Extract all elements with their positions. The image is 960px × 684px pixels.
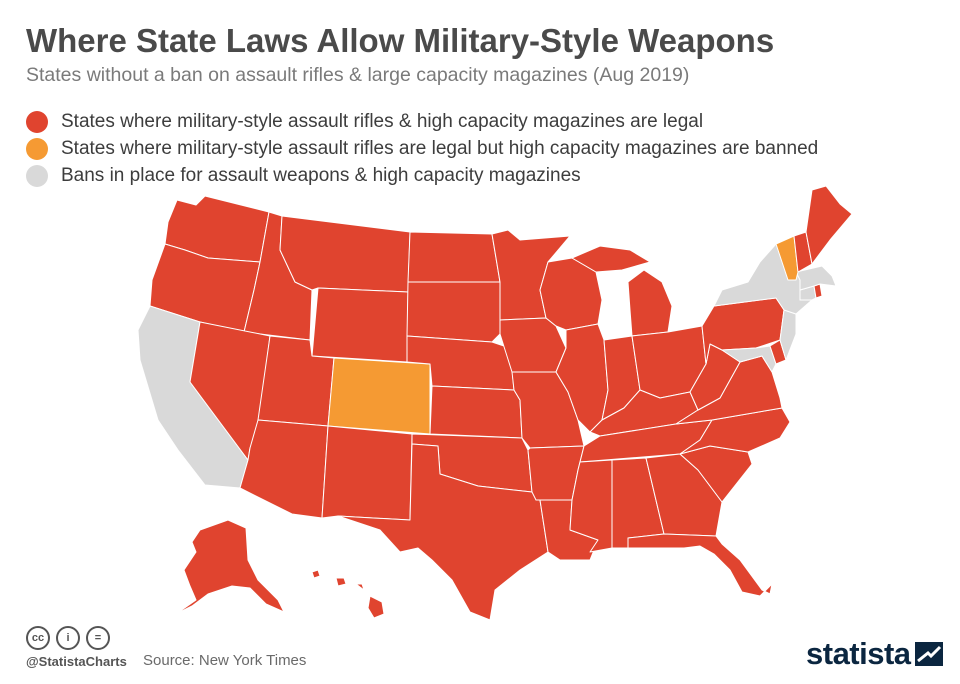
state-nj <box>779 309 797 361</box>
state-me <box>805 185 853 265</box>
state-md <box>721 345 777 373</box>
license-icons: cc i = <box>26 626 110 650</box>
state-mi <box>627 269 673 337</box>
legend-label-legal: States where military-style assault rifl… <box>61 110 704 132</box>
state-vt <box>775 235 799 281</box>
legend-label-magazine-ban: States where military-style assault rifl… <box>61 137 819 159</box>
legend-item-legal: States where military-style assault rifl… <box>26 108 818 135</box>
state-ak <box>175 519 285 615</box>
state-wy <box>311 287 409 363</box>
chart-title: Where State Laws Allow Military-Style We… <box>26 22 775 59</box>
legend-item-magazine-ban: States where military-style assault rifl… <box>26 135 818 162</box>
legend-label-full-ban: Bans in place for assault weapons & high… <box>61 164 581 186</box>
statista-mark-icon <box>914 642 943 666</box>
social-handle[interactable]: @StatistaCharts <box>26 654 127 669</box>
legend-item-full-ban: Bans in place for assault weapons & high… <box>26 162 818 189</box>
state-mi-upper <box>571 245 651 273</box>
legend-swatch-magazine-ban <box>26 137 48 160</box>
legend: States where military-style assault rifl… <box>26 108 818 189</box>
state-ma <box>795 265 837 291</box>
state-fl <box>627 533 773 597</box>
state-nm <box>321 425 413 521</box>
state-ks <box>429 385 523 439</box>
brand-wordmark: statista <box>806 636 911 671</box>
statista-logo[interactable]: statista <box>806 636 943 672</box>
state-mt <box>279 215 411 293</box>
state-ms <box>569 459 613 553</box>
legend-swatch-full-ban <box>26 164 48 187</box>
state-nd <box>407 231 501 283</box>
state-sd <box>406 281 501 343</box>
chart-subtitle: States without a ban on assault rifles &… <box>26 64 690 86</box>
legend-swatch-legal <box>26 110 48 133</box>
state-tx <box>337 443 549 621</box>
no-derivatives-icon[interactable]: = <box>86 626 110 650</box>
state-co <box>327 357 431 435</box>
state-hi <box>311 569 385 619</box>
attribution-icon[interactable]: i <box>56 626 80 650</box>
source-note: Source: New York Times <box>143 652 307 669</box>
creative-commons-icon[interactable]: cc <box>26 626 50 650</box>
